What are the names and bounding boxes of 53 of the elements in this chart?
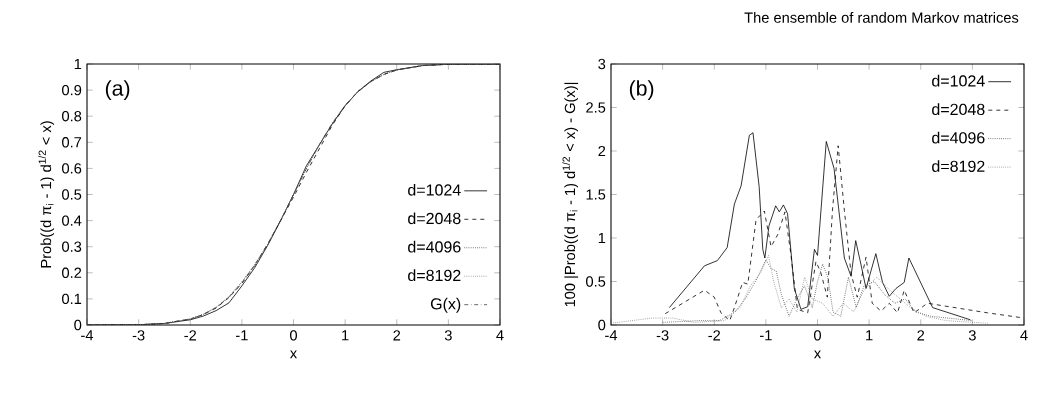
y-tick-label: 0.6 xyxy=(62,163,82,174)
x-tick-label: -1 xyxy=(760,330,772,341)
x-tick-label: 3 xyxy=(444,330,452,341)
legend-label: d=2048 xyxy=(408,212,461,225)
y-tick-label: 0.7 xyxy=(62,137,82,148)
y-axis-title: Prob((d π$_{i}$ - 1) d$^{1/2}$ < x) xyxy=(38,121,55,268)
legend-label: d=1024 xyxy=(408,183,461,196)
annotation: (b) xyxy=(629,80,654,101)
x-tick-label: 1 xyxy=(866,330,873,341)
legend-label: d=2048 xyxy=(932,103,985,116)
x-tick-label: -3 xyxy=(656,330,669,341)
legend-label: d=1024 xyxy=(932,74,985,87)
y-axis-title: 100 |Prob((d π$_{i}$ - 1) d$^{1/2}$ < x) - G(x)| xyxy=(562,82,579,307)
y-tick-label: 0.9 xyxy=(62,84,82,96)
line-series xyxy=(662,259,973,323)
x-tick-label: -3 xyxy=(132,330,145,341)
x-tick-label: 1 xyxy=(342,330,349,341)
y-tick-label: 0.2 xyxy=(62,267,82,278)
y-tick-label: 1 xyxy=(74,58,82,70)
x-tick-label: 0 xyxy=(813,330,821,341)
x-tick-label: 2 xyxy=(393,330,401,341)
x-tick-label: -4 xyxy=(81,330,94,341)
legend-label: G(x) xyxy=(430,297,461,313)
x-axis-title: x xyxy=(814,350,822,359)
y-tick-label: 0.5 xyxy=(586,276,606,287)
legend-label: d=4096 xyxy=(408,240,461,253)
y-tick-label: 0.1 xyxy=(62,293,82,305)
y-tick-label: 1.5 xyxy=(586,189,606,200)
y-tick-label: 0.4 xyxy=(62,215,82,226)
x-tick-label: 4 xyxy=(496,330,504,341)
x-tick-label: -2 xyxy=(708,330,721,341)
y-tick-label: 2.5 xyxy=(586,102,606,113)
x-tick-label: -1 xyxy=(236,330,248,341)
x-tick-label: 0 xyxy=(289,330,297,341)
y-tick-label: 0.3 xyxy=(62,241,82,252)
x-tick-label: 2 xyxy=(917,330,925,341)
legend-label: d=4096 xyxy=(932,131,985,144)
y-tick-label: 3 xyxy=(598,58,606,70)
y-tick-label: 1 xyxy=(598,232,606,244)
x-axis-title: x xyxy=(290,350,298,359)
x-tick-label: -4 xyxy=(605,330,618,341)
y-tick-label: 0 xyxy=(598,319,606,331)
x-tick-label: 4 xyxy=(1020,330,1028,341)
y-tick-label: 0.5 xyxy=(62,189,82,200)
legend-label: d=8192 xyxy=(408,269,461,282)
x-tick-label: 3 xyxy=(968,330,976,341)
y-tick-label: 0 xyxy=(74,319,82,331)
text: The ensemble of random Markov matrices xyxy=(744,12,1019,23)
y-tick-label: 2 xyxy=(598,145,606,157)
annotation: (a) xyxy=(105,80,130,101)
x-tick-label: -2 xyxy=(184,330,197,341)
y-tick-label: 0.8 xyxy=(62,111,82,122)
legend-label: d=8192 xyxy=(932,160,985,172)
